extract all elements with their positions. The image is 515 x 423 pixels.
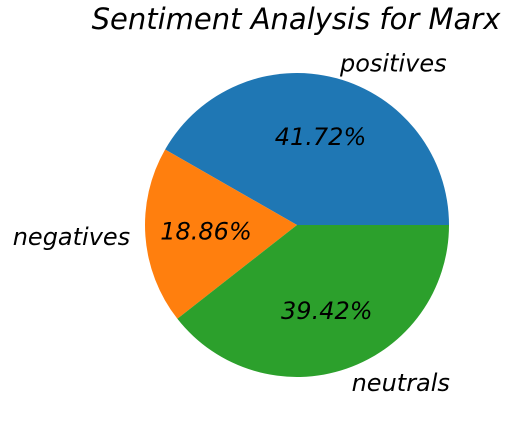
pie-slice-positives (165, 72, 450, 225)
slice-label-neutrals: neutrals (352, 369, 450, 397)
slice-percent-positives: 41.72% (275, 123, 367, 151)
slice-percent-negatives: 18.86% (160, 218, 252, 246)
pie-slices (145, 72, 450, 377)
pie-slice-negatives (145, 149, 297, 319)
pie-slice-neutrals (177, 225, 449, 377)
chart-title: Sentiment Analysis for Marx (92, 2, 502, 36)
slice-percent-neutrals: 39.42% (281, 297, 373, 325)
slice-label-positives: positives (339, 49, 447, 77)
slice-label-negatives: negatives (13, 223, 130, 251)
pie-labels: positives 41.72% negatives 18.86% neutrals 39… (13, 49, 450, 397)
